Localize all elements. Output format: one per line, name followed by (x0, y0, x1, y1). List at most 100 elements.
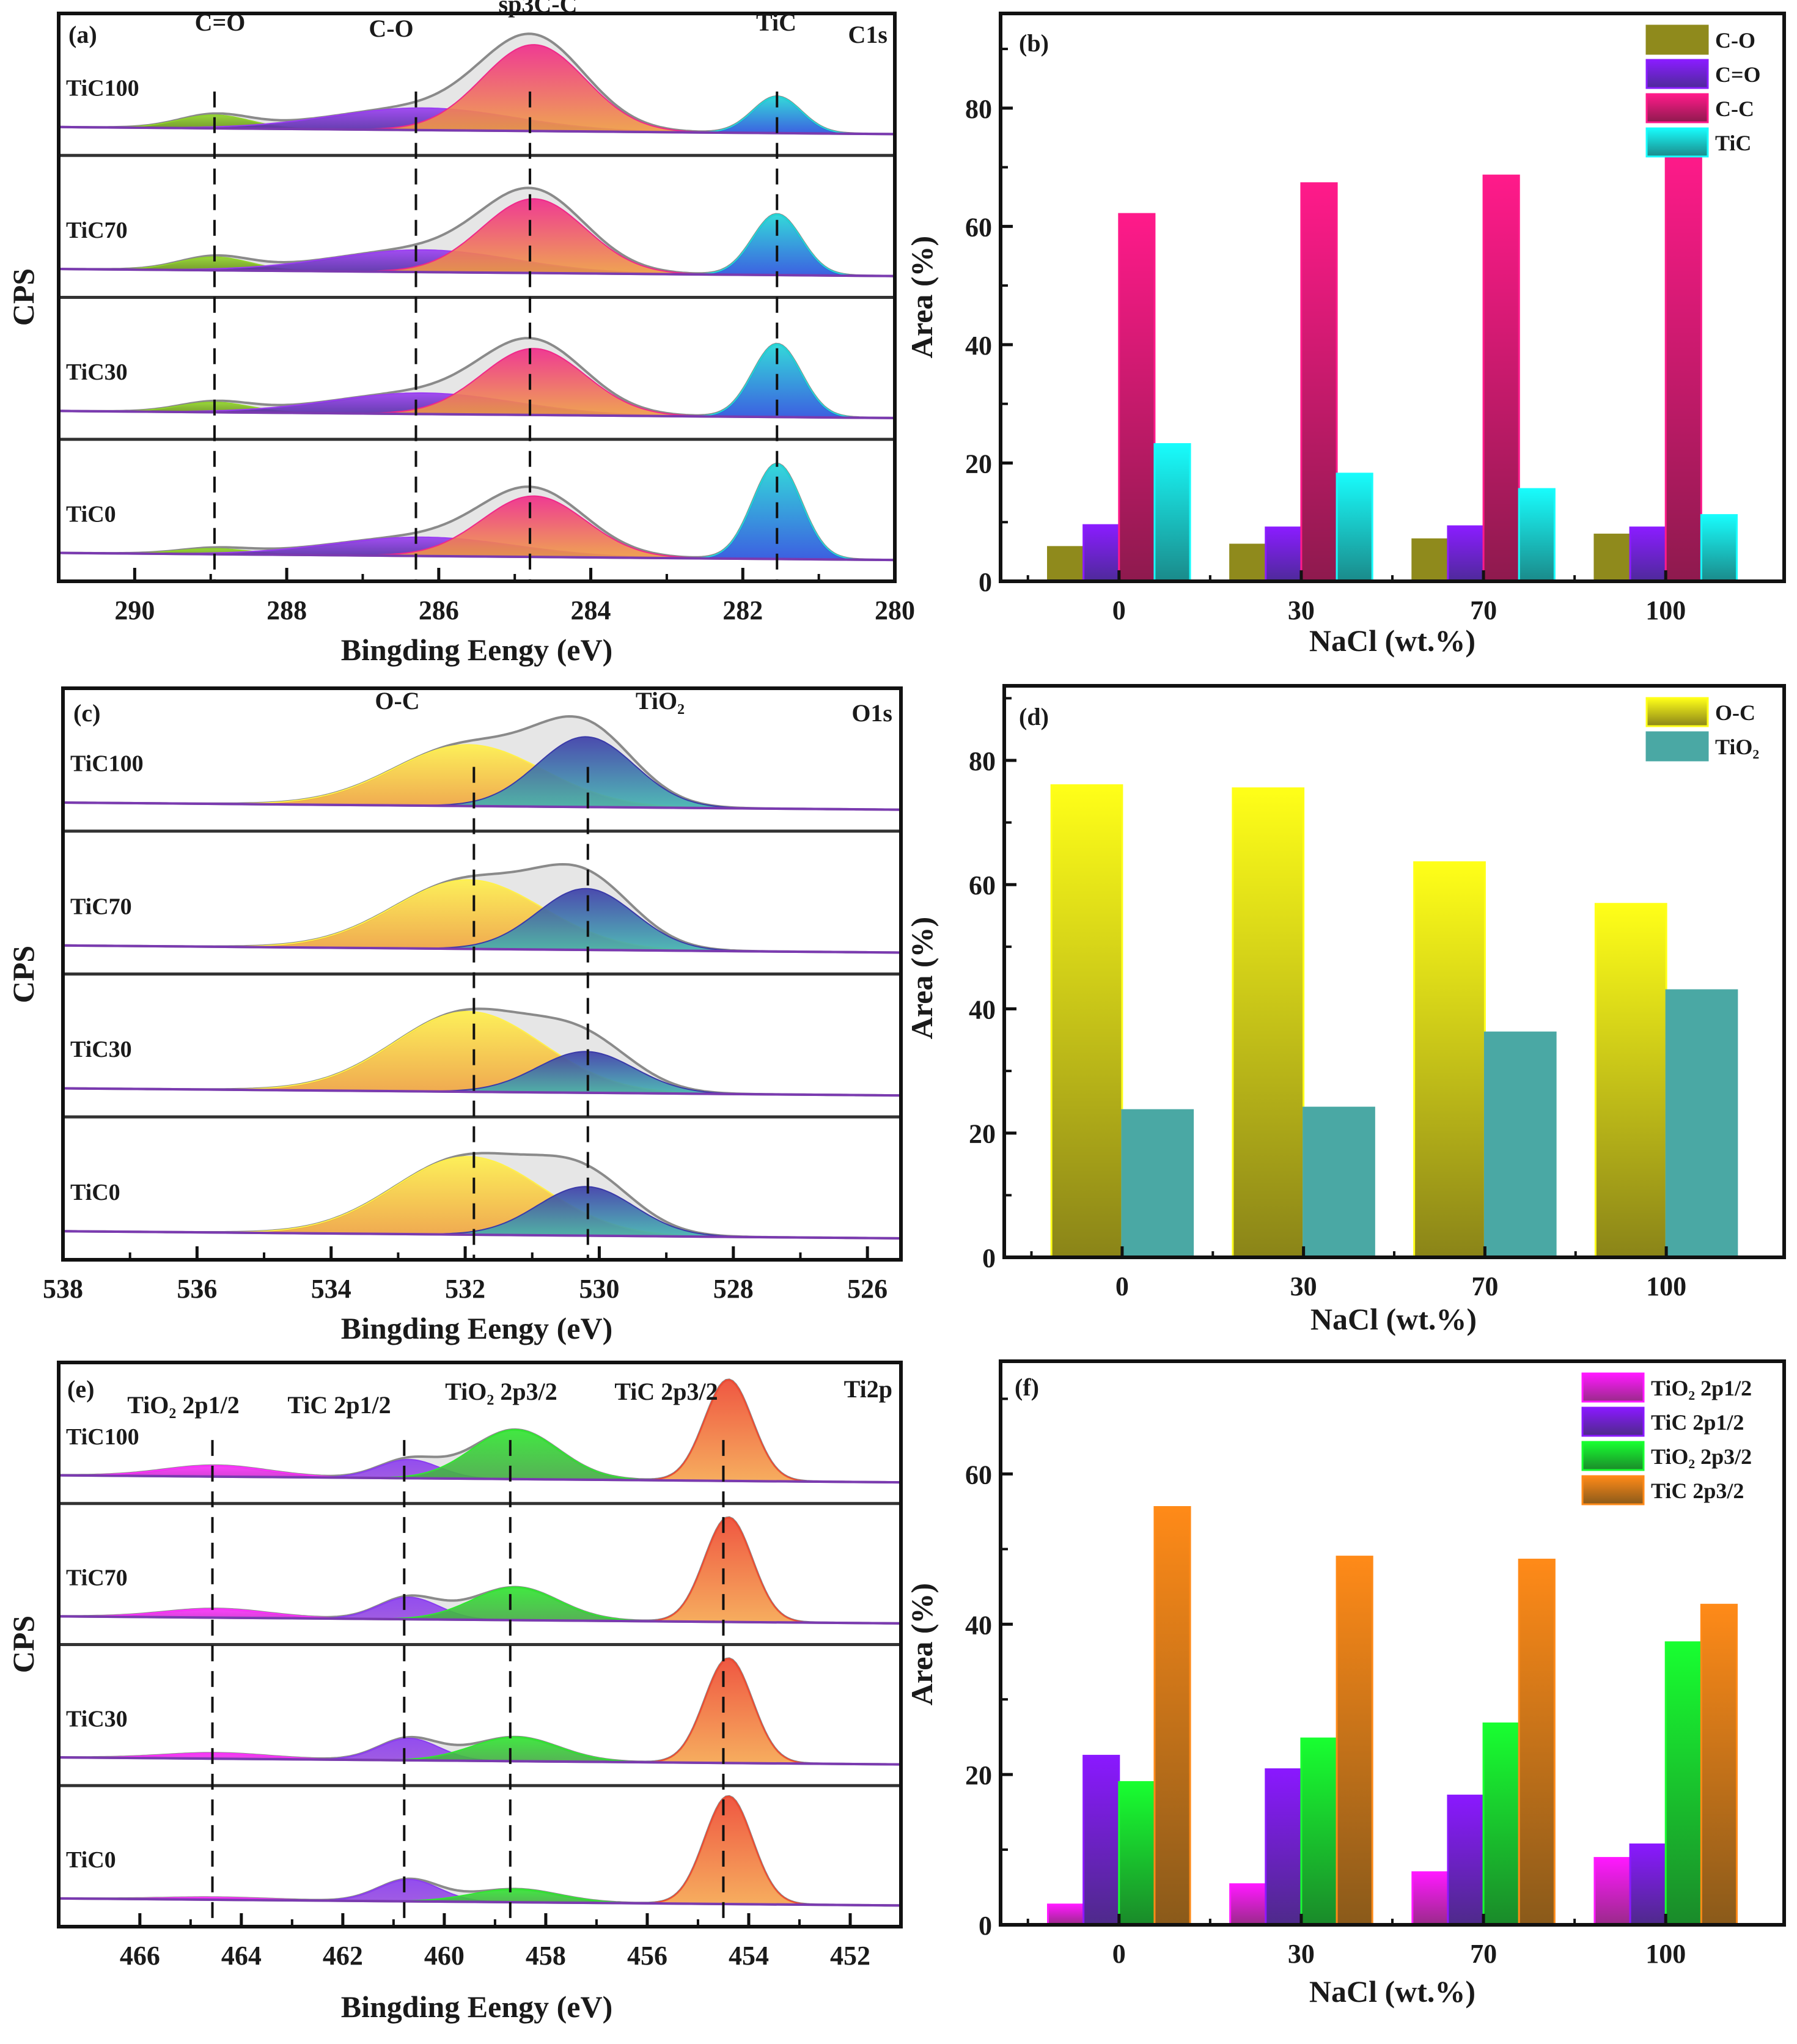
baseline (58, 410, 895, 419)
bar-tic-2p1-2 (1447, 1795, 1485, 1926)
y-tick-label: 20 (965, 449, 992, 479)
x-tick-label: 462 (323, 1941, 363, 1971)
peak-tic-2p3-2 (58, 1795, 902, 1906)
x-tick-label: 282 (722, 595, 763, 625)
bar-tic-2p3-2 (1518, 1559, 1556, 1926)
x-tick-label: 290 (114, 595, 155, 625)
baseline (58, 1756, 902, 1766)
legend: O-C TiO₂ (1645, 697, 1759, 762)
x-tick-label: 454 (729, 1941, 769, 1971)
x-tick-label: 288 (266, 595, 307, 625)
legend-swatch (1645, 731, 1709, 762)
spectrum-TiC30: TiC30 (58, 337, 896, 419)
panel-d-o1s-area-bars: (d) NaCl (wt.%) Area (%) 0 20 40 60 80 0 30 70 1… (905, 684, 1786, 1336)
sample-label: TiC30 (66, 1706, 128, 1732)
legend-swatch (1581, 1475, 1645, 1505)
panel-label: (a) (68, 21, 97, 48)
x-tick-label: 0 (1112, 1939, 1126, 1969)
bar-tic (1153, 443, 1191, 583)
legend-label: TiC 2p1/2 (1651, 1410, 1744, 1435)
x-tick-label: 0 (1115, 1271, 1129, 1301)
panel-label: (e) (67, 1375, 94, 1403)
panel-e-ti2p-spectra: (e) Ti2p Bingding Eengy (eV) CPS TiC100 T… (6, 1361, 903, 2024)
spectrum-TiC70: TiC70 (57, 1516, 902, 1625)
legend-label: TiO₂ (1715, 735, 1759, 759)
bar-tic (1336, 472, 1373, 583)
plot-frame (57, 1361, 903, 1928)
x-tick-label: 528 (713, 1274, 754, 1304)
y-axis-label: CPS (6, 946, 40, 1003)
bar-tio-2p1-2 (1411, 1871, 1449, 1926)
plot-frame (57, 12, 897, 583)
x-tick-label: 280 (875, 595, 915, 625)
bar-tio-2p1-2 (1229, 1883, 1267, 1926)
bar-c-o (1593, 534, 1631, 583)
peak-annotation: C-O (369, 15, 413, 42)
spectrum-TiC100: TiC100 (62, 715, 902, 811)
sample-label: TiC100 (70, 751, 144, 777)
spectrum-TiC0: TiC0 (62, 1152, 902, 1240)
legend: TiO₂ 2p1/2 TiC 2p1/2 TiO₂ 2p3/2 TiC 2p3/2 (1581, 1372, 1752, 1505)
x-tick-label: 526 (847, 1274, 887, 1304)
y-tick-label: 60 (969, 870, 996, 900)
y-axis-label: Area (%) (905, 236, 939, 358)
bar-tic-2p1-2 (1629, 1843, 1667, 1926)
legend-label: TiO₂ 2p1/2 (1651, 1376, 1752, 1400)
panel-label: (f) (1015, 1373, 1039, 1401)
sample-label: TiC100 (66, 76, 139, 101)
x-tick-label: 286 (419, 595, 459, 625)
peak-annotation: C=O (195, 9, 246, 36)
y-tick-label: 0 (979, 1911, 992, 1941)
y-tick-label: 40 (965, 331, 992, 361)
panel-label: (c) (73, 699, 100, 727)
legend: C-O C=O C-C TiC (1645, 24, 1761, 158)
bar-tic-2p3-2 (1336, 1556, 1373, 1926)
x-tick-label: 30 (1290, 1271, 1317, 1301)
bar-tio-2p3-2 (1118, 1781, 1156, 1926)
bar-c-c (1118, 213, 1156, 583)
baseline (58, 268, 895, 278)
bar-c-o (1082, 524, 1120, 583)
y-tick-label: 80 (965, 94, 992, 124)
x-tick-label: 466 (120, 1941, 160, 1971)
sample-label: TiC0 (70, 1180, 120, 1205)
peak-annotation: TiO₂ 2p1/2 (127, 1391, 240, 1419)
x-tick-label: 532 (445, 1274, 485, 1304)
peak-annotation: O-C (375, 687, 419, 715)
legend-swatch (1581, 1372, 1645, 1403)
bar-c-c (1664, 150, 1702, 583)
x-tick-label: 460 (424, 1941, 465, 1971)
panel-title: Ti2p (844, 1375, 892, 1403)
legend-swatch (1645, 59, 1709, 89)
legend-label: O-C (1715, 700, 1755, 725)
panel-a-c1s-spectra: (a) C1s Bingding Eengy (eV) CPS TiC100 Ti… (6, 0, 915, 667)
bar-c-o (1265, 526, 1303, 583)
baseline (62, 1230, 902, 1240)
baseline (62, 944, 902, 954)
x-axis-label: NaCl (wt.%) (1309, 1974, 1475, 2009)
bar-tio-2p3-2 (1482, 1722, 1520, 1926)
y-axis-label: CPS (6, 1616, 40, 1673)
x-tick-label: 452 (830, 1941, 870, 1971)
x-tick-label: 30 (1288, 595, 1315, 625)
x-tick-label: 100 (1646, 1271, 1686, 1301)
bar-c-o (1229, 543, 1267, 583)
spectrum-TiC100: TiC100 (57, 1378, 902, 1484)
bar-c-o (1629, 526, 1667, 583)
peak-o-c (62, 879, 902, 954)
sample-label: TiC0 (66, 501, 116, 527)
peak-annotation: sp3C-C (499, 0, 578, 18)
legend-label: C-O (1715, 28, 1755, 53)
legend-label: TiO₂ 2p3/2 (1651, 1444, 1752, 1469)
y-axis-label: Area (%) (905, 917, 939, 1039)
bar-tic-2p3-2 (1153, 1505, 1191, 1926)
sample-label: TiC70 (66, 218, 128, 243)
sample-label: TiC30 (66, 359, 128, 385)
x-tick-label: 100 (1645, 1939, 1686, 1969)
legend-swatch (1581, 1406, 1645, 1437)
legend-swatch (1645, 127, 1709, 158)
x-tick-label: 464 (221, 1941, 262, 1971)
x-tick-label: 536 (177, 1274, 217, 1304)
y-axis-label: Area (%) (905, 1583, 939, 1705)
legend-label: C-C (1715, 97, 1754, 121)
